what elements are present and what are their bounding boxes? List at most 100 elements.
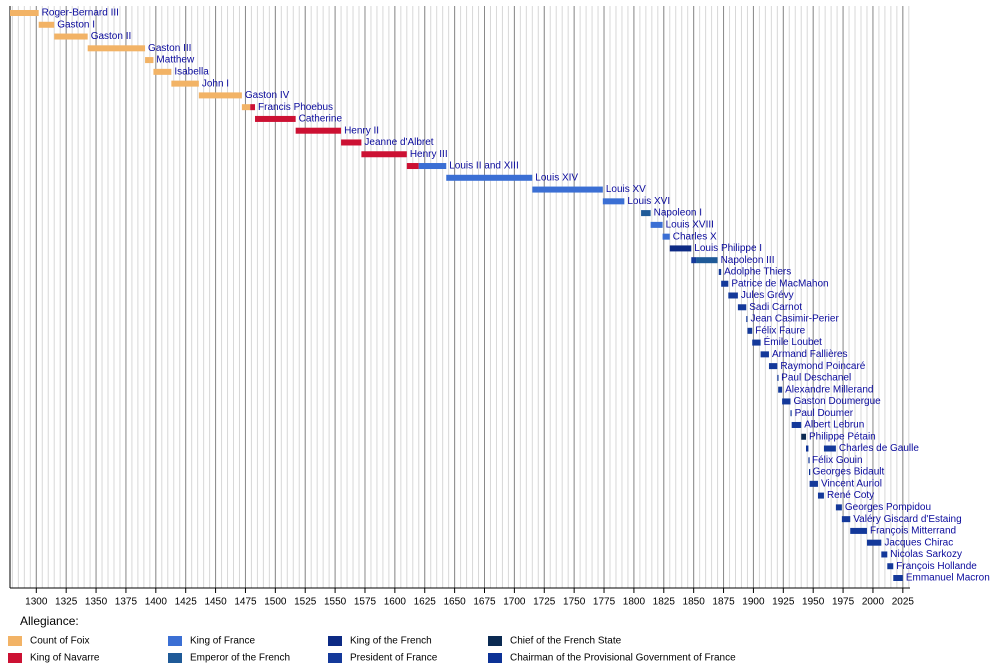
row-label: Vincent Auriol [821,478,882,489]
row-label: Georges Bidault [813,467,885,478]
row-label: Louis II and XIII [449,161,519,172]
reign-bar [801,433,807,440]
reign-bar [808,457,810,464]
reign-bar [850,527,867,534]
x-tick-label: 1775 [593,597,616,608]
row-label: Gaston I [57,19,95,30]
row-label: Georges Pompidou [845,502,931,513]
x-tick-label: 2025 [892,597,915,608]
row-label: John I [202,78,229,89]
row-label: Jules Grévy [741,290,794,301]
x-tick-label: 1625 [414,597,437,608]
row-label: Philippe Pétain [809,431,876,442]
row-label: Albert Lebrun [804,420,864,431]
reign-bar [721,280,729,287]
row-label: François Hollande [896,561,977,572]
legend-label: President of France [350,653,438,664]
x-tick-label: 1400 [145,597,168,608]
reign-bar [145,57,154,64]
reign-bar [696,257,718,264]
reign-bar [662,233,670,240]
reign-bar [87,45,146,52]
x-tick-label: 1450 [204,597,227,608]
row-label: Sadi Carnot [749,302,802,313]
legend-swatch [488,653,502,663]
reign-bar [361,151,407,158]
reign-bar [823,445,836,452]
row-label: Valéry Giscard d'Estaing [853,514,961,525]
x-tick-label: 1925 [772,597,795,608]
x-tick-label: 1700 [503,597,526,608]
reign-bar [777,374,779,381]
row-label: Gaston II [91,31,132,42]
x-tick-label: 1425 [175,597,198,608]
row-label: Napoleon I [654,208,702,219]
x-tick-label: 1875 [712,597,735,608]
legend-swatch [8,653,22,663]
reign-bar [691,257,697,264]
row-label: Louis XVIII [666,220,714,231]
row-label: François Mitterrand [870,526,956,537]
row-label: Jacques Chirac [884,537,953,548]
x-tick-label: 1825 [653,597,676,608]
row-label: Gaston Doumergue [793,396,881,407]
legend-label: Emperor of the French [190,653,290,664]
reign-bar [602,198,625,205]
x-tick-label: 1975 [832,597,855,608]
reign-bar [198,92,242,99]
reign-bar [746,316,748,323]
row-label: Matthew [156,55,195,66]
legend-swatch [168,636,182,646]
row-label: Raymond Poincaré [780,361,865,372]
row-label: Patrice de MacMahon [731,278,828,289]
reign-bar [835,504,842,511]
row-label: René Coty [827,490,874,501]
x-tick-label: 1325 [55,597,78,608]
row-label: Félix Faure [755,325,805,336]
row-label: Isabella [174,66,209,77]
x-tick-label: 1725 [533,597,556,608]
legend-label: Chief of the French State [510,636,622,647]
row-label: Louis XIV [535,172,578,183]
reign-bar [650,221,663,228]
x-tick-label: 1850 [683,597,706,608]
reign-bar [881,551,888,558]
reign-bar [250,104,256,111]
legend-swatch [328,653,342,663]
reign-bar [760,351,769,358]
reign-bar [153,68,172,75]
row-label: Louis XV [606,184,646,195]
reign-bar [778,386,783,393]
row-label: Émile Loubet [764,335,823,348]
x-tick-label: 1600 [384,597,407,608]
row-label: Francis Phoebus [258,102,333,113]
row-label: Emmanuel Macron [906,573,990,584]
reign-bar [295,127,342,134]
reign-bar [806,445,809,452]
row-label: Louis XVI [627,196,670,207]
reign-bar [38,21,55,28]
legend-swatch [8,636,22,646]
legend-title: Allegiance: [20,614,79,628]
x-tick-label: 1550 [324,597,347,608]
legend-swatch [168,653,182,663]
reign-bar [809,480,818,487]
legend-label: King of Navarre [30,653,100,664]
row-label: Gaston IV [245,90,290,101]
reign-bar [791,421,802,428]
reign-bar [171,80,199,87]
x-tick-label: 1675 [473,597,496,608]
x-tick-label: 1525 [294,597,317,608]
x-tick-label: 1800 [623,597,646,608]
row-label: Armand Fallières [772,349,848,360]
reign-bar [341,139,362,146]
reign-bar [809,469,811,476]
row-label: Roger-Bernard III [42,8,119,19]
row-label: Nicolas Sarkozy [890,549,962,560]
x-tick-label: 1575 [354,597,377,608]
legend-label: King of the French [350,636,432,647]
reign-bar [866,539,882,546]
row-label: Louis Philippe I [694,243,762,254]
x-tick-label: 1300 [25,597,48,608]
